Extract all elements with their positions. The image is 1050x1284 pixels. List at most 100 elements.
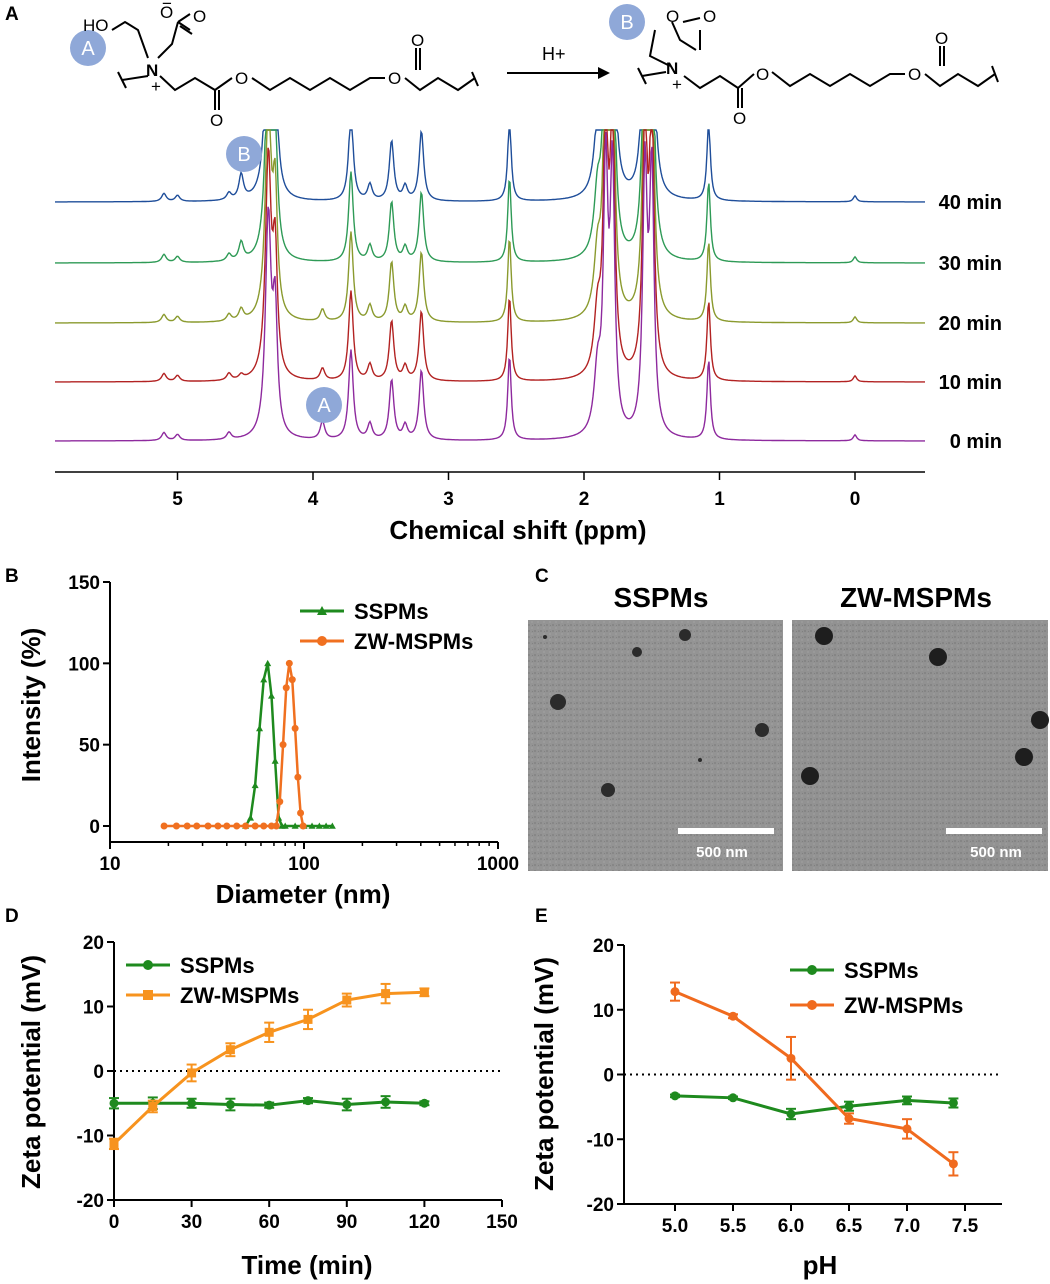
panel-letter-a: A [5,4,19,25]
data-point [143,960,153,970]
x-tick-label: 120 [409,1212,441,1233]
data-point [948,1159,958,1169]
data-point [291,822,299,829]
data-point [381,989,391,999]
structure-left-text: HO N + O − O O O O O [83,0,424,130]
badge-a-peak [306,387,342,423]
panel-letter-b: B [5,566,19,587]
tem-left-title: SSPMs [614,582,709,613]
y-tick-label: 20 [593,936,614,957]
x-tick-label: 7.0 [894,1216,920,1237]
data-point [381,1097,391,1107]
data-point [264,1027,274,1037]
panel-c: C SSPMs ZW-MSPMs 500 nm 500 nm [528,566,1049,871]
data-point [670,987,680,997]
y-tick-label: 100 [68,654,100,675]
panel-a: A HO N + O − O O O [5,0,1002,545]
data-point [256,724,264,732]
tem-particle [1031,711,1049,729]
data-point [279,741,287,749]
carbonyl-o-3: O [411,31,424,50]
nmr-trace [55,129,925,264]
data-point [322,822,330,829]
data-point [233,822,241,830]
badge-b-structure [609,4,645,40]
nmr-x-label: Chemical shift (ppm) [389,515,646,545]
data-point [251,781,259,789]
tem-particle [698,758,702,762]
x-tick-label: 100 [288,854,320,875]
charge-minus: − [162,0,172,13]
nmr-trace [55,129,925,324]
nmr-tick-label: 3 [443,489,454,510]
ester-o-2: O [388,69,401,88]
data-point [285,659,293,667]
legend-label: ZW-MSPMs [180,983,299,1008]
badge-b-label: B [620,12,633,34]
data-point [187,1098,197,1108]
nmr-spectra: 40 min 30 min 20 min 10 min 0 min 5 4 3 2 1 0 [55,129,1002,510]
zeta-ph-chart: 5.0 5.5 6.0 6.5 7.0 7.5 -20 -10 0 10 20 SSPMs ZW-MSP… [587,936,1002,1237]
y-tick-label: 0 [603,1066,614,1087]
data-point [902,1124,912,1134]
nmr-tick-label: 5 [172,489,183,510]
carbonyl-o-5: O [935,29,948,48]
legend-label: SSPMs [180,953,255,978]
data-point [317,606,327,615]
ester-o-1: O [235,69,248,88]
data-point [342,1100,352,1110]
panel-letter-e: E [535,906,548,927]
data-point [187,1068,197,1078]
x-tick-label: 7.5 [952,1216,979,1237]
data-point [419,987,429,997]
data-point [260,822,268,830]
x-tick-label: 30 [181,1212,202,1233]
data-point [260,676,268,683]
data-point [670,1091,680,1101]
data-point [109,1139,119,1149]
legend-label: ZW-MSPMs [844,993,963,1018]
carboxylate-o: O [160,3,173,22]
scale-label-right: 500 nm [970,844,1022,861]
y-tick-label: 10 [593,1001,614,1022]
y-tick-label: -20 [77,1191,104,1212]
nmr-trace-label: 0 min [950,431,1002,453]
data-point [225,1100,235,1110]
carbonyl-o-4: O [733,109,746,128]
x-tick-label: 5.5 [720,1216,747,1237]
data-point [247,814,255,821]
x-tick-label: 60 [259,1212,280,1233]
panel-e: E 5.0 5.5 6.0 6.5 7.0 7.5 -20 -10 0 10 20 SSPMs ZW-M… [529,906,1002,1280]
data-point [271,757,279,764]
nmr-trace [55,131,925,442]
lactone-o: O [703,7,716,26]
data-point [299,822,307,830]
series-line [112,990,425,1145]
data-point [342,995,352,1005]
badge-a-structure [70,30,106,66]
data-point [264,1100,274,1110]
hydroxyl-label: HO [83,16,109,35]
zeta-ph-y-label: Zeta potential (mV) [529,957,559,1191]
nmr-trace-label: 20 min [939,313,1002,335]
tem-particle [550,694,566,710]
data-point [308,822,316,829]
data-point [728,1093,738,1103]
ester-o-4: O [908,65,921,84]
data-point [844,1114,854,1124]
data-point [328,822,336,829]
panel-d: D 0 30 60 90 120 150-20-1001020SSPMsZW-MSPMs … [5,906,518,1280]
panel-letter-c: C [535,566,549,587]
nmr-tick-label: 2 [579,489,590,510]
zeta-time-y-label: Zeta potential (mV) [16,955,46,1189]
data-point [272,822,280,830]
badge-a-peak-label: A [317,395,331,417]
reaction-arrowhead [598,67,610,79]
tem-particle [601,783,615,797]
nitrogen-right: N [666,59,678,78]
data-point [268,692,276,699]
nmr-trace [55,129,925,383]
tem-particle [1015,748,1033,766]
zeta-time-x-label: Time (min) [242,1250,373,1280]
